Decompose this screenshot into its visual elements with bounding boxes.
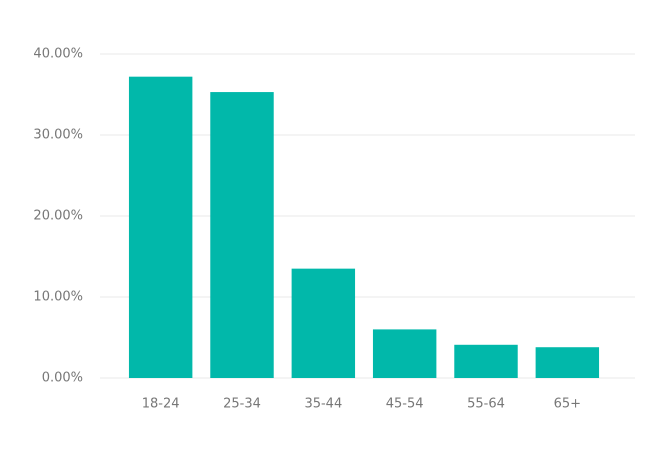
x-tick-label: 55-64: [467, 397, 505, 412]
bar: [128, 76, 193, 379]
y-tick-label: 30.00%: [33, 128, 83, 143]
y-tick-label: 40.00%: [33, 47, 83, 62]
bar: [535, 347, 600, 378]
bar: [210, 92, 274, 378]
y-tick-label: 0.00%: [42, 371, 83, 386]
bar: [291, 268, 356, 378]
y-tick-label: 20.00%: [33, 209, 83, 224]
x-tick-label: 65+: [554, 397, 581, 412]
bar: [372, 329, 437, 378]
y-tick-label: 10.00%: [33, 290, 83, 305]
bar: [454, 344, 518, 378]
x-tick-label: 25-34: [223, 397, 261, 412]
x-tick-label: 35-44: [304, 397, 342, 412]
x-tick-label: 45-54: [386, 397, 424, 412]
x-tick-label: 18-24: [142, 397, 180, 412]
